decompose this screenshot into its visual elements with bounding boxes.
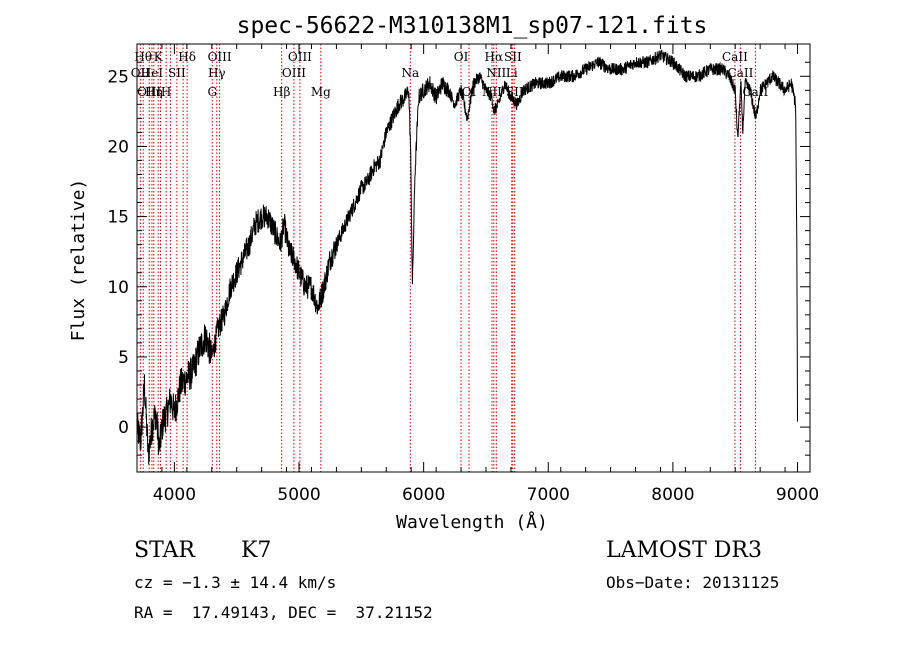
x-tick-label-2: 6000 (402, 485, 445, 505)
line-label-24: NII (486, 66, 506, 80)
line-label-12: G (207, 85, 217, 99)
x-tick-label-4: 8000 (651, 485, 694, 505)
line-label-4: Hη (145, 85, 163, 99)
line-label-15: Hβ (273, 85, 290, 99)
line-label-28: CaII (722, 50, 748, 64)
x-tick-label-5: 9000 (776, 485, 819, 505)
line-label-11: Hδ (178, 50, 196, 64)
line-label-29: CaII (728, 66, 754, 80)
line-label-13: Hγ (208, 66, 226, 80)
x-tick-label-1: 5000 (277, 485, 320, 505)
line-label-20: OI (454, 50, 469, 64)
chart-title: spec-56622-M310138M1_sp07-121.fits (237, 13, 708, 39)
y-axis-label: Flux (relative) (68, 179, 89, 342)
ra-dec-coordinates: RA = 17.49143, DEC = 37.21152 (134, 603, 433, 622)
survey-name: LAMOST DR3 (606, 538, 762, 563)
y-tick-label-5: 25 (107, 67, 129, 87)
line-label-18: Mg (311, 85, 331, 99)
x-tick-label-3: 7000 (527, 485, 570, 505)
observation-date: Obs−Date: 20131125 (606, 573, 780, 592)
y-tick-label-3: 15 (107, 208, 129, 228)
line-label-25: Li (506, 66, 518, 80)
spectrum-line (136, 49, 798, 465)
y-tick-label-1: 5 (118, 348, 129, 368)
y-tick-label-2: 10 (107, 278, 129, 298)
plot-frame (136, 43, 811, 473)
line-label-16: OIII (282, 66, 306, 80)
line-label-0: Hθ (134, 50, 152, 64)
line-label-7: H (161, 85, 171, 99)
spectral-line-markers (139, 44, 756, 472)
x-tick-label-0: 4000 (153, 485, 196, 505)
line-label-9: SII (168, 66, 186, 80)
redshift-velocity: cz = −1.3 ± 14.4 km/s (134, 573, 337, 592)
line-label-26: SII (504, 50, 522, 64)
line-label-2: OIII (137, 85, 161, 99)
x-axis-label: Wavelength (Å) (396, 511, 548, 533)
line-label-14: OIII (208, 50, 232, 64)
line-label-5: K (154, 50, 164, 64)
y-tick-label-0: 0 (118, 418, 129, 438)
object-subclass: K7 (241, 538, 272, 563)
x-axis-ticks: 4000 5000 6000 7000 8000 9000 (136, 44, 819, 505)
line-label-23: Hα (485, 50, 504, 64)
line-label-19: Na (401, 66, 419, 80)
y-tick-label-4: 20 (107, 137, 129, 157)
line-label-3: HeI (141, 66, 164, 80)
object-class: STAR (134, 538, 195, 563)
line-label-17: OIII (288, 50, 312, 64)
y-axis-ticks: 0 5 10 15 20 25 (107, 61, 810, 456)
